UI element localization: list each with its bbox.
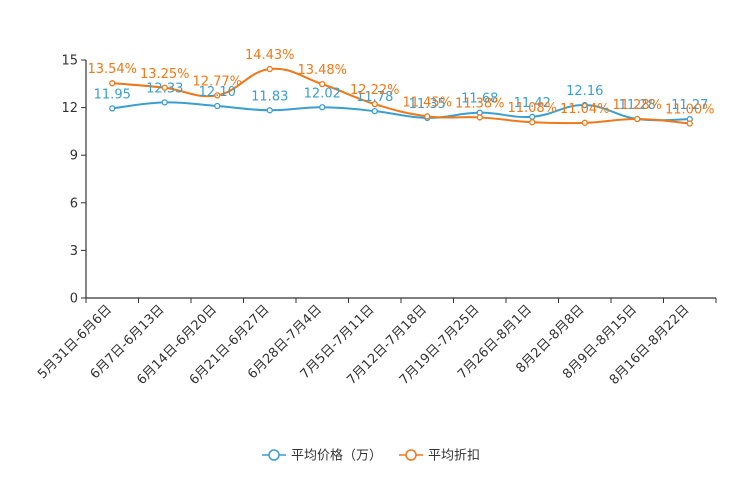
data-point[interactable] [161, 84, 168, 91]
data-point[interactable] [634, 115, 641, 123]
data-label: 13.48% [297, 63, 347, 78]
data-point[interactable] [529, 119, 536, 126]
data-point[interactable] [581, 101, 588, 109]
data-point[interactable] [319, 104, 326, 111]
y-tick-label: 0 [70, 292, 78, 307]
legend-marker-icon [268, 449, 280, 461]
data-label: 12.77% [192, 74, 242, 89]
data-label: 11.42 [514, 96, 551, 111]
series-line [112, 67, 690, 125]
data-point[interactable] [581, 119, 588, 126]
data-label: 11.68 [461, 92, 498, 107]
data-label: 12.02 [304, 86, 341, 101]
data-point[interactable] [371, 100, 378, 108]
data-point[interactable] [214, 102, 221, 110]
data-label: 11.08% [507, 101, 557, 116]
y-tick-label: 9 [70, 149, 78, 164]
data-point[interactable] [109, 105, 116, 112]
data-label: 12.33 [146, 81, 183, 96]
data-label: 11.95 [94, 87, 131, 102]
legend-item[interactable]: 平均折扣 [399, 449, 480, 464]
data-point[interactable] [476, 114, 483, 121]
legend[interactable]: 平均价格（万） 平均折扣 [262, 448, 480, 464]
data-label: 11.38% [455, 96, 505, 111]
legend-label: 平均折扣 [428, 449, 480, 464]
data-label: 11.04% [560, 102, 610, 117]
data-point[interactable] [109, 80, 116, 87]
data-point[interactable] [266, 65, 273, 73]
data-point[interactable] [214, 92, 221, 99]
y-tick-label: 3 [70, 244, 78, 259]
data-label: 11.83 [251, 89, 288, 104]
legend-label: 平均价格（万） [291, 448, 382, 464]
data-label: 11.27 [671, 98, 708, 113]
y-tick-label: 6 [70, 196, 78, 211]
data-point[interactable] [161, 99, 168, 106]
series-line [112, 101, 690, 122]
data-label: 11.28% [612, 98, 662, 113]
data-label: 14.43% [245, 48, 295, 63]
data-label: 12.16 [566, 84, 603, 99]
data-label: 11.28 [619, 98, 656, 113]
data-label: 13.25% [140, 67, 190, 82]
data-label: 11.45% [402, 95, 452, 110]
data-point[interactable] [266, 107, 273, 114]
legend-marker-icon [405, 449, 417, 461]
data-label: 12.22% [350, 83, 400, 98]
legend-item[interactable]: 平均价格（万） [262, 448, 382, 464]
data-label: 11.00% [665, 102, 715, 117]
data-label: 13.54% [87, 62, 137, 77]
data-point[interactable] [371, 107, 378, 115]
data-point[interactable] [319, 80, 326, 88]
data-point[interactable] [686, 120, 693, 127]
data-label: 11.78 [356, 90, 393, 105]
data-label: 12.10 [199, 85, 236, 100]
data-label: 11.35 [409, 97, 446, 112]
data-point[interactable] [424, 113, 431, 120]
y-tick-label: 15 [61, 54, 78, 69]
y-tick-label: 12 [61, 101, 78, 116]
